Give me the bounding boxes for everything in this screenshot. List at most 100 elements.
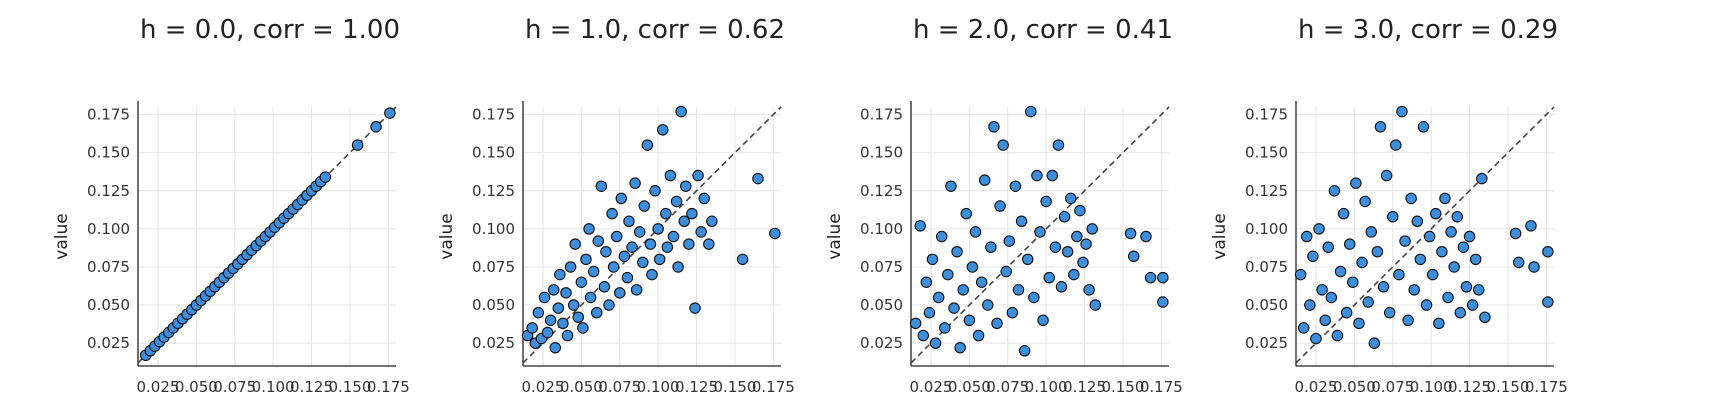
- scatter-point: [1064, 192, 1077, 205]
- scatter-point: [1086, 223, 1098, 235]
- y-tick-label: 0.075: [1245, 258, 1288, 276]
- x-tick-label: 0.025: [1294, 378, 1337, 396]
- y-axis-label: value: [825, 213, 845, 259]
- panel-title: h = 2.0, corr = 0.41: [913, 15, 1173, 45]
- scatter-point: [656, 124, 669, 136]
- scatter-point: [549, 341, 561, 354]
- scatter-point: [680, 180, 692, 192]
- scatter-point: [1451, 210, 1464, 223]
- scatter-point: [1399, 235, 1411, 247]
- scatter-point: [1157, 296, 1169, 308]
- scatter-point: [1405, 192, 1417, 205]
- scatter-point: [985, 241, 997, 253]
- scatter-point: [584, 291, 597, 304]
- scatter-point: [1301, 230, 1313, 243]
- scatter-point: [567, 299, 580, 311]
- y-tick-label: 0.150: [87, 144, 130, 162]
- x-tick-label: 0.050: [948, 378, 991, 396]
- y-tick-label: 0.075: [860, 258, 903, 276]
- scatter-point: [1297, 322, 1310, 334]
- panel-title: h = 3.0, corr = 0.29: [1298, 15, 1558, 45]
- scatter-panel-4: h = 3.0, corr = 0.290.0250.0500.0750.100…: [1210, 15, 1568, 396]
- scatter-point: [1083, 284, 1095, 296]
- y-tick-label: 0.175: [87, 106, 130, 124]
- scatter-point: [1304, 299, 1316, 311]
- scatter-point: [1402, 314, 1414, 327]
- y-tick-label: 0.075: [472, 258, 515, 276]
- scatter-point: [1316, 284, 1328, 296]
- scatter-point: [644, 238, 657, 250]
- scatter-point: [678, 215, 690, 228]
- x-tick-label: 0.175: [1140, 378, 1183, 396]
- scatter-point: [351, 139, 364, 151]
- y-tick-label: 0.125: [472, 182, 515, 200]
- scatter-point: [1350, 177, 1362, 189]
- x-tick-label: 0.125: [290, 378, 333, 396]
- y-tick-label: 0.025: [1245, 334, 1288, 352]
- x-tick-label: 0.100: [252, 378, 295, 396]
- scatter-point: [935, 230, 948, 243]
- y-tick-label: 0.075: [87, 258, 130, 276]
- scatter-point: [1433, 317, 1445, 330]
- scatter-point: [1368, 337, 1381, 349]
- scatter-point: [646, 268, 658, 281]
- scatter-point: [909, 317, 922, 330]
- scatter-point: [1380, 169, 1393, 182]
- scatter-point: [633, 226, 646, 238]
- scatter-point: [1009, 180, 1022, 192]
- x-tick-label: 0.150: [1486, 378, 1529, 396]
- scatter-point: [613, 287, 626, 299]
- scatter-point: [982, 299, 994, 311]
- scatter-point: [994, 200, 1006, 212]
- scatter-point: [667, 230, 680, 243]
- y-tick-label: 0.125: [1245, 182, 1288, 200]
- scatter-point: [618, 250, 631, 263]
- scatter-point: [951, 245, 963, 258]
- scatter-point: [1140, 230, 1152, 243]
- scatter-point: [1371, 245, 1384, 258]
- scatter-point: [1089, 299, 1102, 311]
- scatter-panel-2: h = 1.0, corr = 0.620.0250.0500.0750.100…: [437, 15, 795, 396]
- scatter-point: [1144, 271, 1157, 284]
- y-tick-label: 0.175: [860, 106, 903, 124]
- scatter-point: [683, 238, 695, 250]
- scatter-point: [580, 253, 592, 266]
- scatter-point: [569, 238, 581, 250]
- scatter-point: [1025, 105, 1037, 118]
- x-tick-label: 0.125: [1063, 378, 1106, 396]
- x-tick-label: 0.150: [713, 378, 756, 396]
- scatter-point: [532, 306, 545, 319]
- y-tick-label: 0.175: [472, 106, 515, 124]
- scatter-point: [670, 195, 683, 208]
- scatter-point: [577, 322, 589, 334]
- x-tick-label: 0.150: [328, 378, 371, 396]
- scatter-point: [1542, 296, 1554, 308]
- scatter-point: [1457, 241, 1470, 253]
- scatter-point: [929, 337, 942, 349]
- x-tick-label: 0.025: [136, 378, 179, 396]
- scatter-point: [607, 261, 620, 273]
- y-tick-label: 0.050: [1245, 296, 1288, 314]
- scatter-point: [975, 276, 988, 288]
- x-tick-label: 0.050: [175, 378, 218, 396]
- scatter-point: [1466, 299, 1479, 311]
- scatter-point: [561, 329, 574, 342]
- x-tick-label: 0.050: [560, 378, 603, 396]
- scatter-point: [652, 223, 664, 235]
- scatter-point: [370, 121, 382, 133]
- scatter-point: [1417, 121, 1430, 133]
- scatter-point: [1383, 306, 1396, 319]
- scatter-point: [1362, 296, 1374, 308]
- scatter-point: [752, 172, 764, 185]
- scatter-point: [1512, 256, 1525, 269]
- scatter-point: [1037, 314, 1049, 327]
- scatter-point: [544, 314, 557, 327]
- scatter-point: [1124, 227, 1137, 240]
- scatter-point: [592, 235, 604, 247]
- x-tick-label: 0.125: [675, 378, 718, 396]
- scatter-point: [1046, 169, 1059, 182]
- y-axis-label: value: [437, 213, 457, 259]
- scatter-point: [641, 139, 654, 151]
- scatter-point: [926, 253, 939, 266]
